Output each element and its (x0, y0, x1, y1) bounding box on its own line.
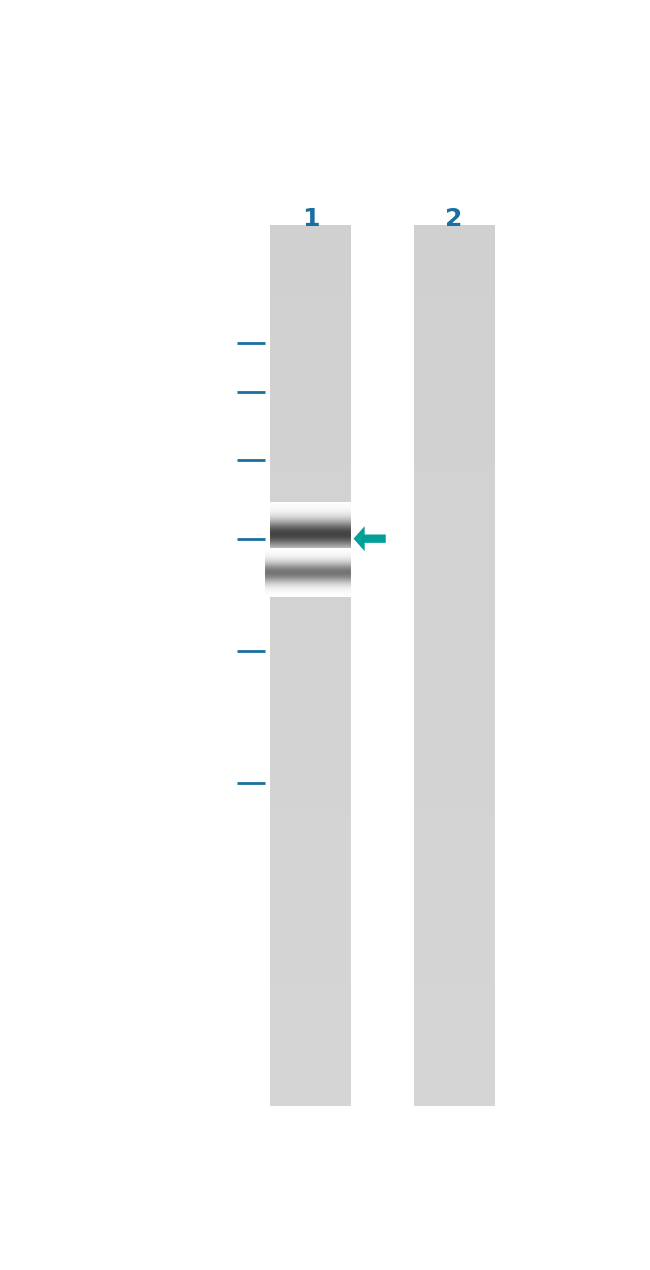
Bar (270, 226, 351, 1106)
Text: 2: 2 (445, 207, 463, 231)
Bar (414, 226, 495, 1106)
Text: 1: 1 (302, 207, 319, 231)
